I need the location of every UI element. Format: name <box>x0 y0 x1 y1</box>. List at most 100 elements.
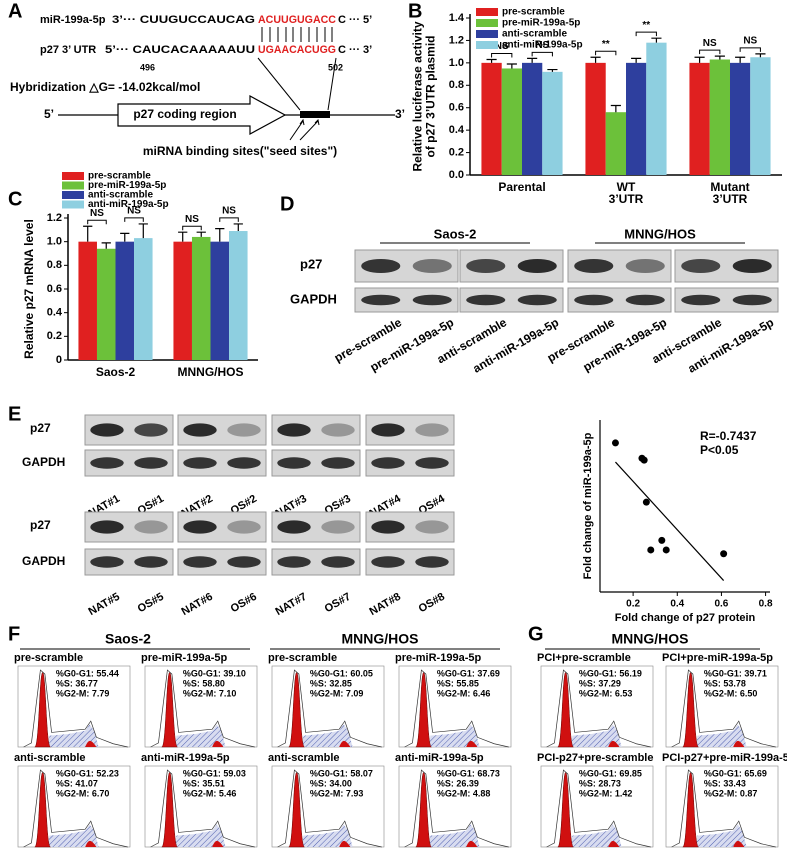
histogram-outline <box>546 769 651 848</box>
seq-part: C ··· 3’ <box>338 44 372 56</box>
blot <box>271 511 361 543</box>
band <box>134 520 168 534</box>
bar <box>750 57 771 175</box>
band <box>415 520 449 534</box>
legend-label: pre-miR-199a-5p <box>88 180 166 191</box>
band <box>134 556 168 568</box>
error-bar <box>233 223 243 232</box>
histogram-outline <box>150 669 255 748</box>
significance-label: NS <box>222 206 236 217</box>
x-tick-label: 3’UTR <box>609 192 644 206</box>
plot-title: PCI-p27+pre-scramble <box>537 752 653 764</box>
lane-label: OS#5 <box>136 591 166 615</box>
g2m-peak <box>733 840 745 847</box>
panel-label: F <box>8 623 20 645</box>
histogram-outline <box>277 769 382 848</box>
histogram-outline <box>23 669 128 748</box>
significance-bracket <box>87 219 107 225</box>
band <box>517 294 557 306</box>
stat: %G2-M: 7.09 <box>310 688 364 698</box>
significance-bracket <box>182 225 202 231</box>
plot-title: pre-scramble <box>268 652 337 664</box>
band <box>183 520 217 534</box>
hatch-area <box>696 824 747 847</box>
error-bar <box>735 56 746 63</box>
coding-region: p27 coding region <box>133 107 236 121</box>
legend-swatch <box>62 181 84 190</box>
legend-label: pre-scramble <box>88 171 151 182</box>
plot-title: pre-miR-199a-5p <box>395 652 481 664</box>
legend-swatch <box>476 19 498 27</box>
band <box>90 457 124 469</box>
band <box>371 423 405 437</box>
band <box>321 520 355 534</box>
g2m-peak <box>608 740 620 747</box>
seq-part: 5’··· CAUCACAAAAAUU <box>105 44 255 56</box>
stat: %G2-M: 5.46 <box>183 788 237 798</box>
band <box>466 294 506 306</box>
panel-label: E <box>8 403 21 425</box>
bar <box>585 62 606 175</box>
panel-label: A <box>8 0 22 22</box>
five-prime: 5’ <box>44 107 54 121</box>
blot <box>365 511 455 543</box>
panel-a: miR-199a-5p 3’··· CUUGUCCAUCAG ACUUGUGACC… <box>10 14 405 158</box>
stat: %G0-G1: 56.19 <box>579 668 642 678</box>
band <box>625 258 665 274</box>
band <box>412 294 452 306</box>
g2m-peak <box>212 740 224 747</box>
g2m-peak <box>733 740 745 747</box>
band <box>732 294 772 306</box>
bar <box>229 231 248 360</box>
stat: %S: 32.85 <box>310 678 352 688</box>
hatch-area <box>696 724 747 747</box>
significance-label: ** <box>602 39 610 50</box>
plot-title: anti-scramble <box>14 752 86 764</box>
band <box>90 556 124 568</box>
x-tick-label: Mutant <box>710 180 749 194</box>
histogram-outline <box>546 669 651 748</box>
panel-label: C <box>8 188 22 210</box>
significance-bracket <box>124 217 144 222</box>
band <box>361 294 401 306</box>
stat: %S: 37.29 <box>579 678 621 688</box>
point <box>658 536 666 544</box>
band <box>183 423 217 437</box>
significance-label: NS <box>185 214 199 225</box>
x-tick-label: 3’UTR <box>713 192 748 206</box>
g2m-peak <box>466 840 478 847</box>
plot-title: anti-miR-199a-5p <box>141 752 230 764</box>
band <box>574 294 614 306</box>
error-bar <box>631 57 642 63</box>
row-label: GAPDH <box>22 455 65 469</box>
stat: %S: 28.73 <box>579 778 621 788</box>
hybridization: Hybridization △G= -14.02kcal/mol <box>10 80 200 94</box>
group-label: Saos-2 <box>105 631 151 647</box>
x-tick-label: Saos-2 <box>96 365 136 379</box>
bar <box>522 62 543 175</box>
band <box>227 423 261 437</box>
x-tick-label: 0.6 <box>714 599 728 610</box>
point <box>720 550 728 558</box>
stat: %S: 36.77 <box>56 678 98 688</box>
band <box>371 520 405 534</box>
band <box>321 556 355 568</box>
stat: %G0-G1: 68.73 <box>437 768 500 778</box>
error-bar <box>101 242 111 249</box>
stat: %S: 41.07 <box>56 778 98 788</box>
error-bar <box>527 57 538 63</box>
x-tick-label: 0.2 <box>626 599 640 610</box>
band <box>227 520 261 534</box>
histogram-outline <box>23 769 128 848</box>
utr-seq: 5’··· CAUCACAAAAAUU UGAACACUGG C ··· 3’ <box>105 44 372 56</box>
y-tick-label: 0.8 <box>47 259 62 271</box>
stat: %G2-M: 4.88 <box>437 788 491 798</box>
legend-label: anti-miR-199a-5p <box>88 199 169 210</box>
utr-name: p27 3’ UTR <box>40 44 96 56</box>
group-label: MNNG/HOS <box>624 226 696 241</box>
hatch-area <box>571 824 622 847</box>
seq-part: 3’··· CUUGUCCAUCAG <box>112 14 255 26</box>
stat: %S: 35.51 <box>183 778 225 788</box>
significance-bracket <box>699 49 721 55</box>
